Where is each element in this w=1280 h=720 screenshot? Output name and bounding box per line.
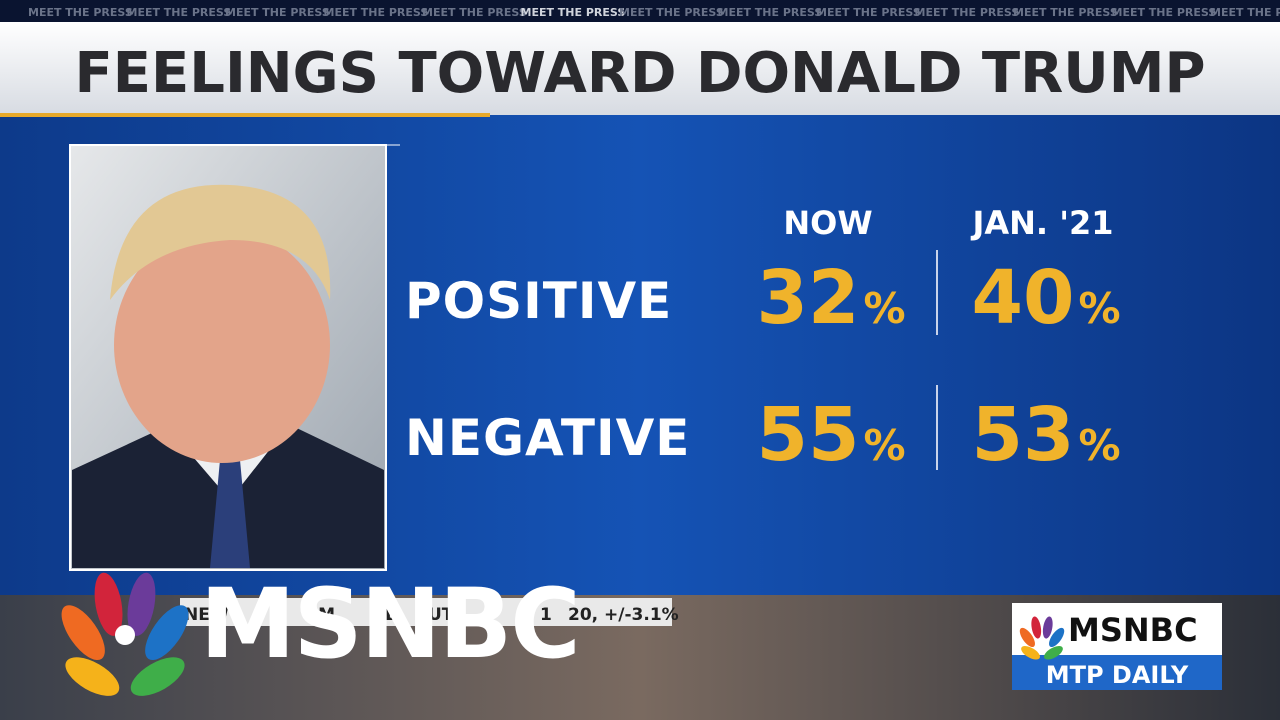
title: FEELINGS TOWARD DONALD TRUMP: [75, 41, 1206, 106]
cell-value: 53%: [971, 392, 1120, 478]
source-text: AM: [305, 605, 335, 625]
banner-text: MEET THE PRESS: [1210, 6, 1280, 19]
banner-text: MEET THE PRESS: [28, 6, 133, 19]
title-bar: [0, 22, 1280, 115]
column-header: JAN. '21: [970, 204, 1113, 242]
banner-text: MEET THE PRESS: [915, 6, 1020, 19]
badge-show: MTP DAILY: [1046, 661, 1189, 689]
cell-unit: %: [863, 284, 905, 333]
banner-text: MEET THE PRESS: [1013, 6, 1118, 19]
row-label: POSITIVE: [405, 272, 672, 330]
title-underline: [0, 113, 490, 117]
cell-number: 40: [971, 255, 1074, 341]
cell-number: 32: [756, 255, 859, 341]
network-logo: MSNBC: [200, 568, 579, 680]
badge-network: MSNBC: [1068, 611, 1198, 649]
cell-unit: %: [1078, 421, 1120, 470]
banner-text: MEET THE PRESS: [422, 6, 527, 19]
cell-unit: %: [863, 421, 905, 470]
top-strip: [0, 0, 1280, 22]
source-text: AL: [372, 605, 396, 625]
banner-text: MEET THE PRESS: [1112, 6, 1217, 19]
photo: [69, 144, 387, 571]
cell-unit: %: [1078, 284, 1120, 333]
cell-number: 55: [756, 392, 859, 478]
row-label: NEGATIVE: [405, 409, 690, 467]
banner-text: MEET THE PRESS: [619, 6, 724, 19]
cell-value: 40%: [971, 255, 1120, 341]
cell-value: 55%: [756, 392, 905, 478]
cell-value: 32%: [756, 255, 905, 341]
banner-text: MEET THE PRESS: [127, 6, 232, 19]
source-text: 20, +/-3.1%: [568, 605, 679, 625]
banner-text: MEET THE PRESS: [521, 6, 626, 19]
peacock-logo: [61, 572, 189, 696]
banner-text: MEET THE PRESS: [225, 6, 330, 19]
banner-text: MEET THE PRESS: [324, 6, 429, 19]
source: NEW AM AL UTS 1 20, +/-3.1%: [184, 605, 679, 625]
cell-number: 53: [971, 392, 1074, 478]
banner-text: MEET THE PRESS: [718, 6, 823, 19]
source-text: UTS: [428, 605, 466, 625]
source-text: 1: [540, 605, 552, 625]
banner-text: MEET THE PRESS: [816, 6, 921, 19]
source-bar: [180, 598, 672, 626]
show-badge: MSNBC MTP DAILY: [1012, 603, 1222, 690]
source-text: NEW: [184, 605, 229, 625]
column-header: NOW: [783, 204, 872, 242]
